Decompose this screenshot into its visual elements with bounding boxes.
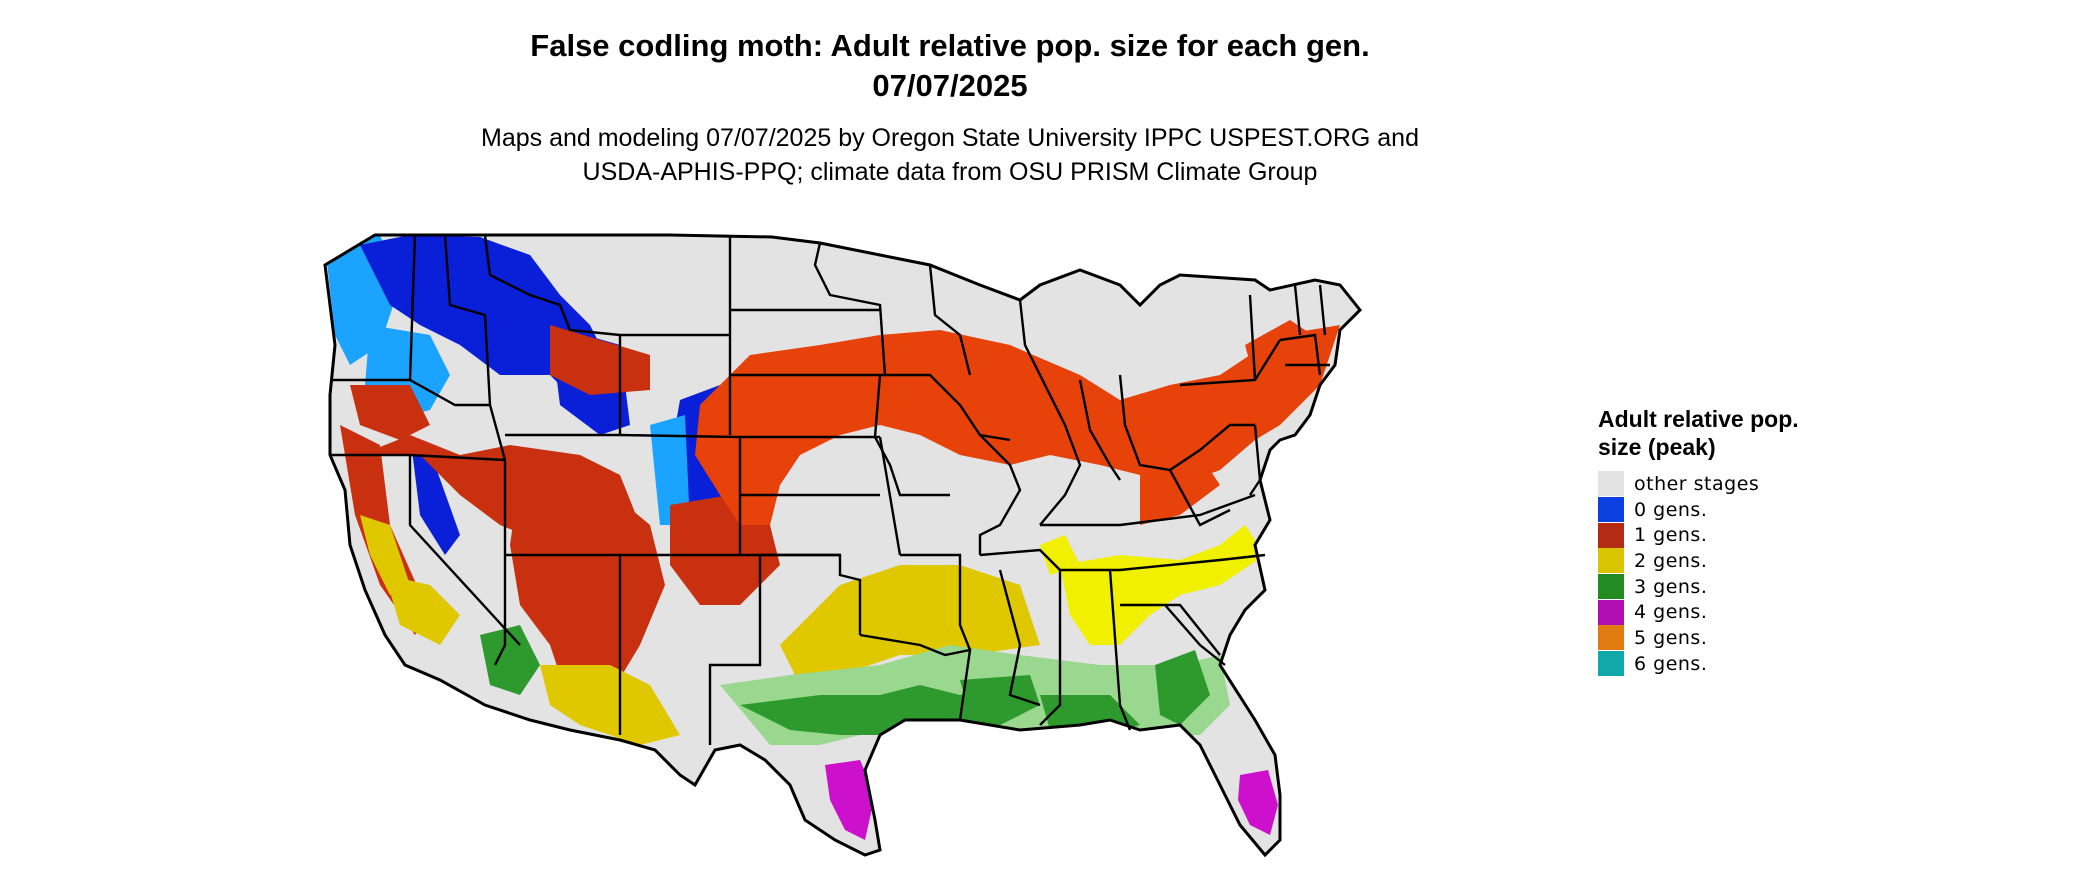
legend-item: other stages <box>1598 471 1828 497</box>
region-red_orange <box>1245 320 1320 400</box>
legend-title: Adult relative pop. size (peak) <box>1598 406 1799 460</box>
legend-swatch <box>1598 599 1624 625</box>
region-magenta <box>1238 770 1278 835</box>
map-title: False codling moth: Adult relative pop. … <box>530 28 1370 63</box>
map-date: 07/07/2025 <box>872 68 1028 103</box>
region-yellow <box>360 515 410 595</box>
region-green <box>1155 650 1210 725</box>
legend-swatch <box>1598 522 1624 548</box>
legend-label: 2 gens. <box>1634 549 1708 572</box>
legend-label: 1 gens. <box>1634 524 1708 547</box>
region-blue_dark <box>412 450 460 555</box>
region-red <box>550 325 650 395</box>
region-yellow <box>385 575 460 645</box>
region-green <box>960 675 1040 725</box>
region-yellow <box>540 665 680 745</box>
region-red <box>510 475 665 705</box>
legend-swatch <box>1598 651 1624 677</box>
region-blue_light <box>650 415 690 525</box>
region-red <box>350 385 430 440</box>
legend-swatch <box>1598 471 1624 497</box>
legend-label: 4 gens. <box>1634 601 1708 624</box>
legend-item: 4 gens. <box>1598 599 1828 625</box>
legend-item: 6 gens. <box>1598 651 1828 677</box>
state-borders <box>323 233 1363 858</box>
legend-swatch <box>1598 574 1624 600</box>
generation-regions <box>325 235 1340 840</box>
legend-item: 3 gens. <box>1598 574 1828 600</box>
us-map <box>323 233 1363 858</box>
legend-label: 0 gens. <box>1634 498 1708 521</box>
legend-label: 6 gens. <box>1634 652 1708 675</box>
region-bright_yellow <box>1060 525 1265 645</box>
legend-swatch <box>1598 497 1624 523</box>
region-green <box>480 625 540 695</box>
credit-line-2: USDA-APHIS-PPQ; climate data from OSU PR… <box>582 158 1318 186</box>
legend-item: 1 gens. <box>1598 522 1828 548</box>
region-bright_yellow <box>1040 535 1080 575</box>
legend-items: other stages 0 gens. 1 gens. 2 gens. 3 gens.… <box>1598 471 1828 677</box>
credit-line-1: Maps and modeling 07/07/2025 by Oregon S… <box>481 124 1419 152</box>
region-magenta <box>825 760 875 840</box>
legend-item: 2 gens. <box>1598 548 1828 574</box>
legend-swatch <box>1598 625 1624 651</box>
legend: Adult relative pop. size (peak) other st… <box>1598 405 1828 677</box>
legend-item: 0 gens. <box>1598 497 1828 523</box>
legend-label: 5 gens. <box>1634 626 1708 649</box>
legend-label: 3 gens. <box>1634 575 1708 598</box>
legend-item: 5 gens. <box>1598 625 1828 651</box>
legend-swatch <box>1598 548 1624 574</box>
legend-label: other stages <box>1634 472 1760 495</box>
